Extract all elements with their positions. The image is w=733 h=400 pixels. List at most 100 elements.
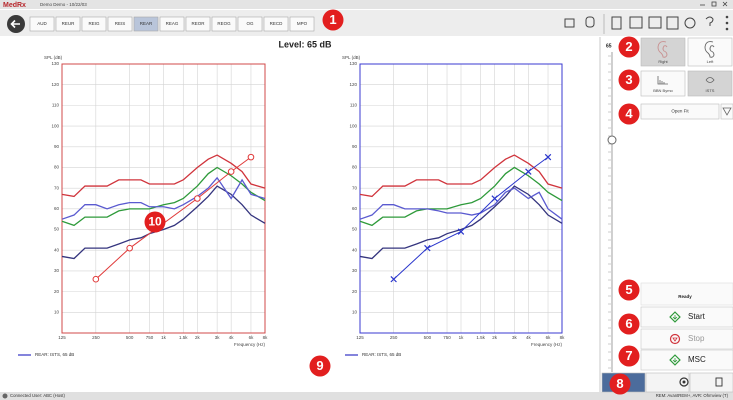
y-tick-label: 20 bbox=[352, 289, 358, 294]
action-button[interactable] bbox=[640, 328, 733, 350]
y-tick-label: 20 bbox=[54, 289, 60, 294]
y-tick-label: 30 bbox=[352, 268, 358, 273]
y-tick-label: 50 bbox=[352, 227, 358, 232]
tab-button[interactable] bbox=[107, 16, 133, 32]
data-line bbox=[359, 154, 563, 198]
action-button[interactable] bbox=[640, 349, 733, 371]
action-glyph bbox=[672, 358, 678, 363]
action-icon bbox=[669, 333, 681, 345]
fitting-dropdown[interactable] bbox=[640, 103, 720, 120]
callout-number: 10 bbox=[148, 215, 162, 229]
x-tick-label: 125 bbox=[356, 335, 364, 340]
signal-icon bbox=[657, 76, 668, 85]
tab-label: MPO bbox=[297, 21, 308, 26]
tab-label: REIG bbox=[88, 21, 100, 26]
tab-button[interactable] bbox=[237, 16, 263, 32]
y-tick-label: 50 bbox=[54, 227, 60, 232]
y-tick-label: 80 bbox=[352, 165, 358, 170]
action-label: MSC bbox=[688, 355, 706, 364]
dropdown-arrow-box[interactable] bbox=[720, 103, 733, 120]
ear-icon bbox=[657, 41, 668, 58]
back-arrow bbox=[10, 19, 20, 29]
window-title: Demo Demo - 10/22/03 bbox=[40, 2, 87, 7]
y-tick-label: 70 bbox=[352, 185, 358, 190]
y-tick-label: 90 bbox=[352, 144, 358, 149]
app-logo: MedRx bbox=[3, 2, 26, 9]
callout-number: 2 bbox=[625, 39, 632, 54]
y-tick-label: 10 bbox=[54, 309, 60, 314]
callout-badge bbox=[144, 211, 166, 233]
x-tick-label: 3k bbox=[215, 335, 221, 340]
tab-button[interactable] bbox=[133, 16, 159, 32]
callout-number: 8 bbox=[616, 376, 623, 391]
tab-label: OG bbox=[246, 21, 254, 26]
tab-label: REAG bbox=[166, 21, 179, 26]
action-button[interactable] bbox=[640, 306, 733, 328]
y-tick-label: 120 bbox=[349, 82, 357, 87]
ear-button[interactable] bbox=[687, 37, 733, 67]
action-icon bbox=[669, 354, 681, 366]
data-line bbox=[359, 166, 563, 227]
target-marker bbox=[525, 168, 532, 175]
tab-label: REAR bbox=[140, 21, 153, 26]
callout-number: 6 bbox=[625, 316, 632, 331]
y-tick-label: 10 bbox=[352, 309, 358, 314]
data-line bbox=[61, 166, 266, 227]
panel-tab[interactable] bbox=[645, 372, 690, 393]
x-tick-label: 500 bbox=[126, 335, 134, 340]
tab-button[interactable] bbox=[185, 16, 211, 32]
tab-label: REOR bbox=[191, 21, 205, 26]
x-tick-label: 1k bbox=[161, 335, 167, 340]
target-marker bbox=[491, 195, 498, 202]
data-line bbox=[61, 185, 266, 260]
target-marker bbox=[424, 244, 431, 252]
tab-button[interactable] bbox=[81, 16, 107, 32]
toolbar-icons[interactable] bbox=[564, 14, 729, 34]
callout-badge bbox=[618, 36, 640, 58]
y-tick-label: 60 bbox=[352, 206, 358, 211]
y-tick-label: 130 bbox=[51, 61, 59, 66]
status-label: Ready bbox=[678, 294, 692, 299]
ear-button[interactable] bbox=[640, 37, 686, 67]
target-marker bbox=[544, 153, 552, 161]
x-tick-label: 1.5k bbox=[179, 335, 188, 340]
target-marker bbox=[247, 153, 255, 161]
x-tick-label: 4k bbox=[229, 335, 235, 340]
level-label: Level: 65 dB bbox=[278, 39, 332, 49]
tab-button[interactable] bbox=[55, 16, 81, 32]
target-marker bbox=[390, 275, 397, 283]
tab-button[interactable] bbox=[29, 16, 55, 32]
tab-label: REIS bbox=[115, 21, 126, 26]
x-tick-label: 6k bbox=[249, 335, 255, 340]
tab-button[interactable] bbox=[159, 16, 185, 32]
signal-label: ISTS bbox=[706, 88, 715, 93]
x-tick-label: 750 bbox=[443, 335, 451, 340]
target-line bbox=[393, 156, 549, 280]
tab-button[interactable] bbox=[211, 16, 237, 32]
tab-button[interactable] bbox=[289, 16, 315, 32]
tab-label: RECD bbox=[270, 21, 284, 26]
target-marker bbox=[227, 168, 235, 175]
y-tick-label: 30 bbox=[54, 268, 60, 273]
y-tick-label: 80 bbox=[54, 165, 60, 170]
connection-icon bbox=[2, 393, 8, 399]
signal-button[interactable] bbox=[687, 70, 733, 97]
callout-badge bbox=[618, 69, 640, 91]
panel-tab[interactable] bbox=[689, 372, 733, 393]
callout-number: 3 bbox=[625, 72, 632, 87]
callout-number: 5 bbox=[625, 282, 632, 297]
y-axis-label: SPL (dB) bbox=[342, 55, 361, 60]
x-tick-label: 250 bbox=[390, 335, 398, 340]
status-right: REM: AvantREM+, AVR: Ohmview (T) bbox=[656, 393, 729, 398]
tab-button[interactable] bbox=[263, 16, 289, 32]
slider-knob[interactable] bbox=[607, 135, 617, 145]
signal-button[interactable] bbox=[640, 70, 686, 97]
tab-label: AUD bbox=[37, 21, 47, 26]
y-tick-label: 40 bbox=[54, 247, 60, 252]
callout-number: 4 bbox=[625, 106, 633, 121]
action-label: Stop bbox=[688, 334, 705, 343]
window-controls[interactable] bbox=[700, 1, 728, 7]
data-line bbox=[359, 185, 563, 260]
y-tick-label: 110 bbox=[52, 103, 60, 108]
